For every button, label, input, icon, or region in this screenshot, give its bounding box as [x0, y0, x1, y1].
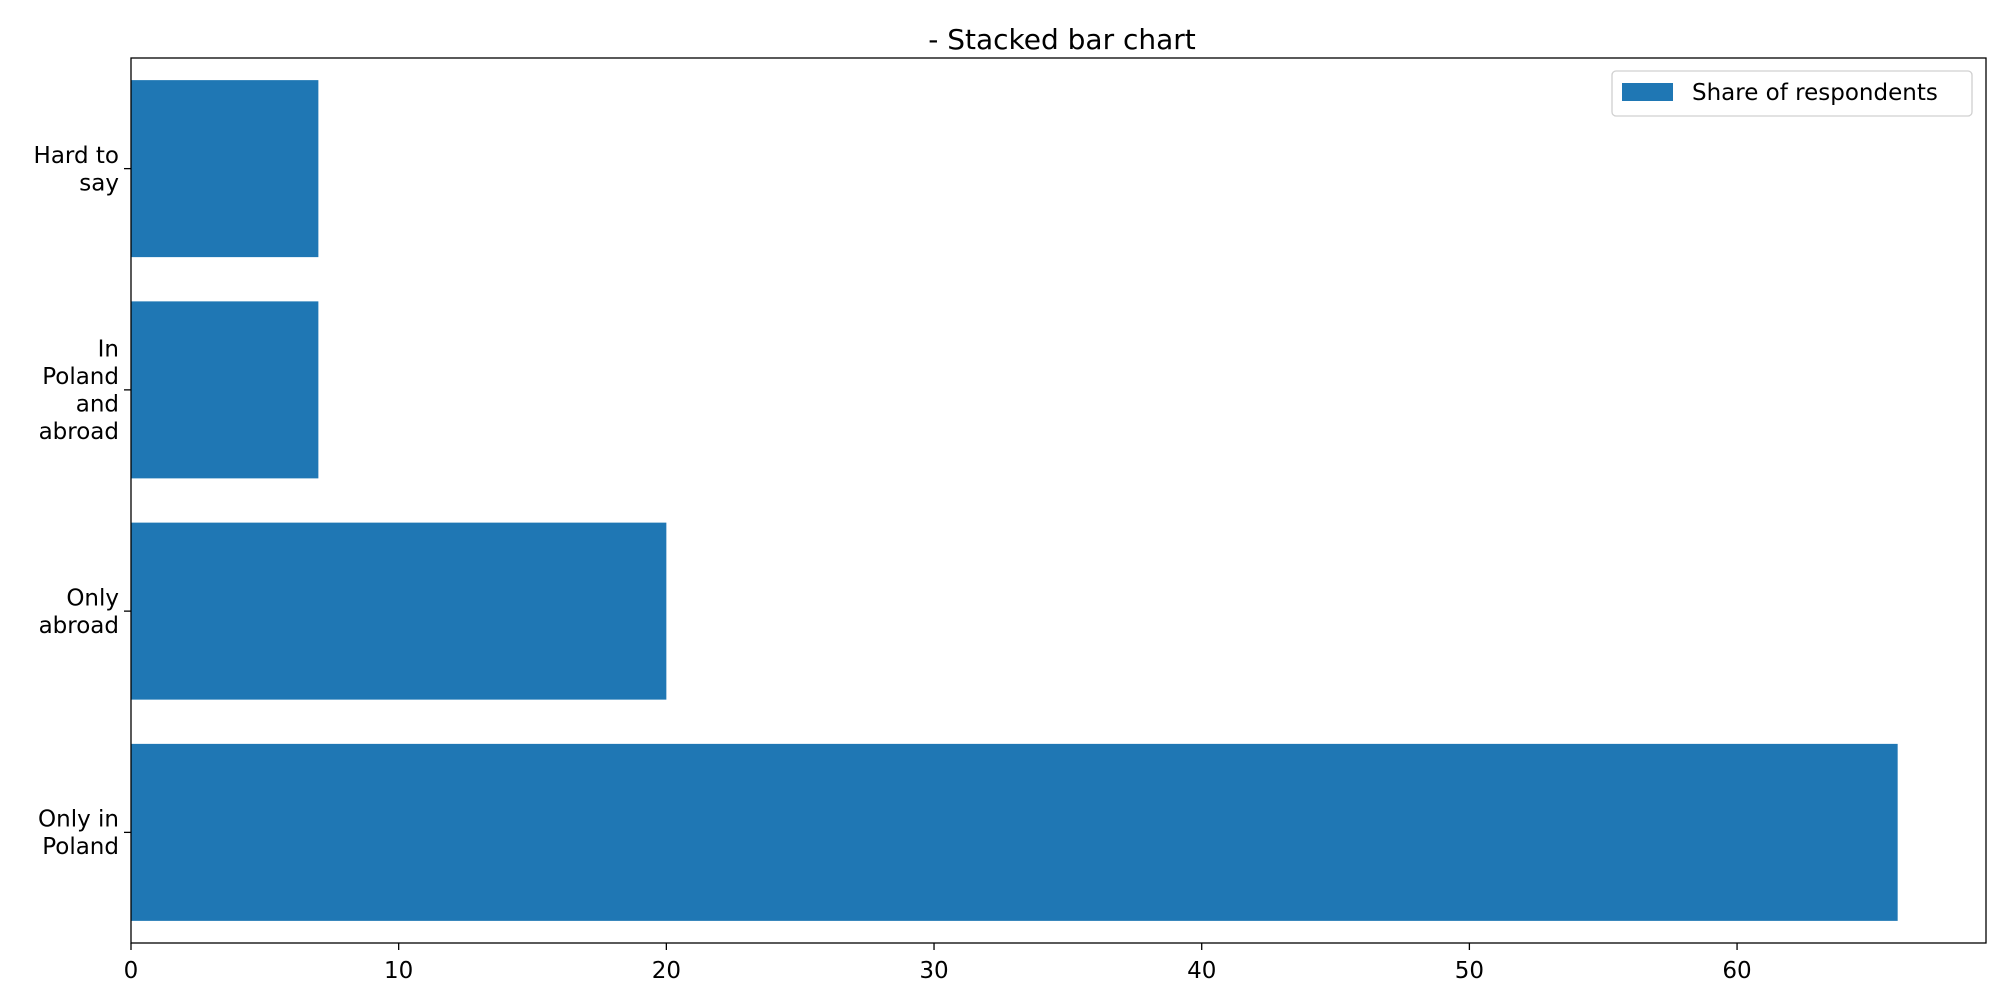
legend-label: Share of respondents [1692, 80, 1938, 106]
bar [131, 301, 319, 479]
y-category-label-line: Hard to [34, 143, 119, 169]
bars-layer [131, 80, 1898, 921]
x-tick-label: 60 [1722, 958, 1751, 984]
legend: Share of respondents [1611, 70, 1973, 117]
y-category-label-line: Only [66, 585, 119, 611]
x-tick-label: 10 [384, 958, 413, 984]
x-tick-label: 20 [652, 958, 681, 984]
y-category-label-line: and [76, 392, 119, 418]
y-category-label-line: say [79, 170, 119, 196]
y-category-label: Only in Poland [38, 807, 119, 861]
y-category-label-line: Poland [42, 834, 119, 860]
legend-box [1611, 70, 1973, 117]
bar [131, 743, 1898, 921]
y-category-label: Hard to say [34, 143, 119, 197]
bar [131, 522, 667, 700]
x-tick-label: 30 [919, 958, 948, 984]
x-tick-label: 0 [124, 958, 139, 984]
y-category-label: Only abroad [39, 585, 119, 639]
legend-swatch [1622, 83, 1673, 101]
x-axis: 0 10 20 30 40 50 60 [124, 943, 1752, 984]
y-category-label-line: abroad [39, 613, 119, 639]
plot-frame [130, 57, 1987, 944]
y-category-label: In Poland and abroad [39, 337, 119, 446]
y-category-label-line: In [98, 337, 119, 363]
y-category-label-line: Poland [42, 364, 119, 390]
bar [131, 80, 319, 258]
x-tick-label: 50 [1455, 958, 1484, 984]
y-category-label-line: Only in [38, 807, 119, 833]
y-category-label-line: abroad [39, 419, 119, 445]
x-tick-label: 40 [1187, 958, 1216, 984]
chart-title: - Stacked bar chart [928, 23, 1196, 56]
